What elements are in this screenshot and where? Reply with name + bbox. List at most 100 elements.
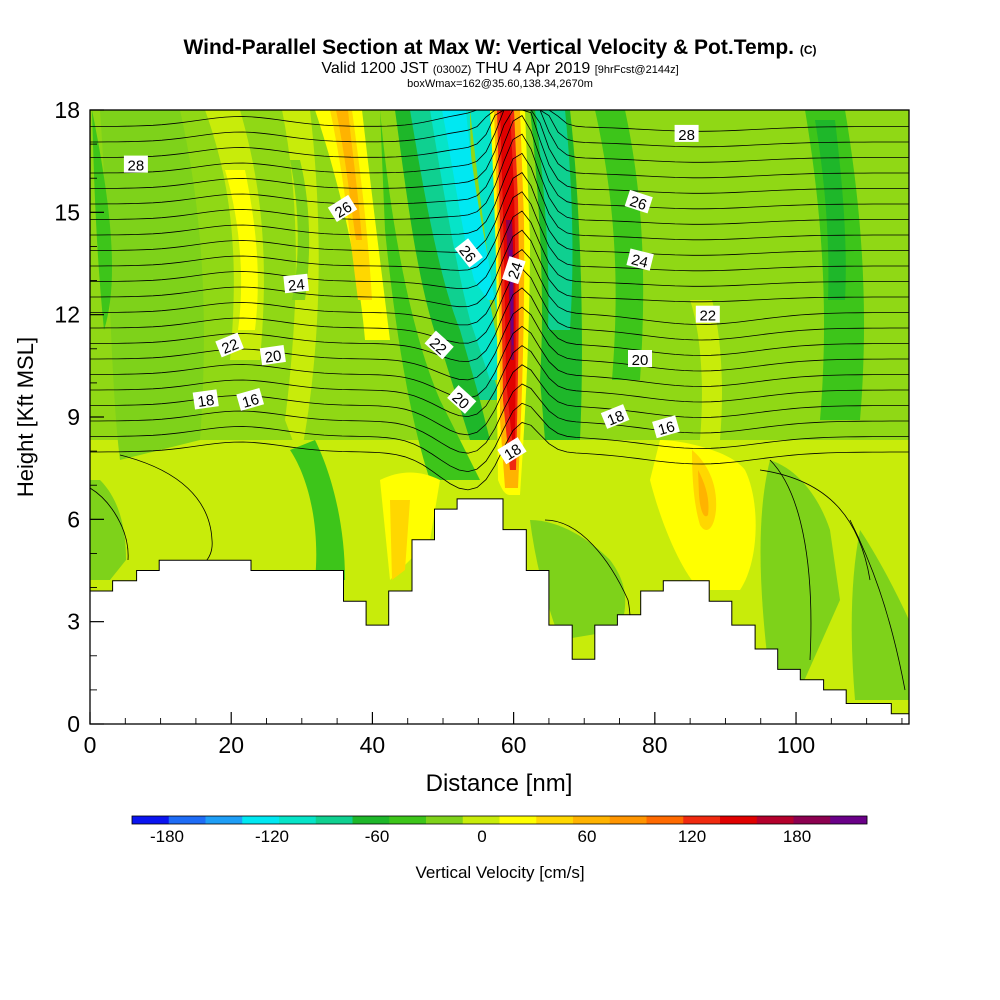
colorbar: [131, 815, 868, 825]
y-tick-label: 3: [67, 609, 80, 635]
svg-text:28: 28: [128, 158, 145, 175]
colorbar-swatch: [168, 816, 206, 824]
colorbar-swatch: [499, 816, 537, 824]
colorbar-swatch: [132, 816, 170, 824]
contour-label: 22: [695, 305, 720, 325]
contour-label: 24: [626, 248, 654, 272]
isentrope-line: [90, 133, 909, 225]
x-tick-label: 0: [84, 732, 97, 758]
colorbar-swatch: [573, 816, 611, 824]
contour-label: 26: [327, 194, 358, 223]
isentrope-line: [90, 248, 909, 326]
contour-labels: 28 28 26 26 26 24 24 24 22 22 22 20 20 20 18 18 18 16 16: [123, 124, 720, 465]
isentrope-line: [90, 110, 909, 163]
contour-label: 20: [447, 385, 477, 414]
x-axis-label: Distance [nm]: [426, 770, 573, 797]
svg-text:18: 18: [197, 392, 216, 411]
isentrope-lines: [90, 110, 909, 691]
axes: 0 20 40 60 80 100 0 3 6 9 12 15 18: [54, 97, 903, 758]
chart-subtitle: Valid 1200 JST (0300Z) THU 4 Apr 2019 [9…: [321, 60, 679, 77]
chart-title: Wind-Parallel Section at Max W: Vertical…: [183, 36, 817, 59]
colorbar-swatch: [536, 816, 574, 824]
contour-label: 24: [283, 273, 309, 295]
isentrope-line: [90, 402, 909, 473]
colorbar-swatch: [205, 816, 243, 824]
y-axis-label: Height [Kft MSL]: [13, 337, 38, 497]
y-tick-label: 0: [67, 711, 80, 737]
isentrope-line: [849, 519, 906, 691]
colorbar-frame: [131, 815, 868, 825]
isentrope-line: [90, 364, 909, 436]
svg-text:24: 24: [629, 251, 649, 272]
svg-text:18: 18: [605, 407, 627, 429]
y-tick-label: 18: [54, 97, 80, 123]
colorbar-swatch: [462, 816, 500, 824]
x-tick-label: 40: [360, 732, 386, 758]
x-tick-label: 20: [218, 732, 244, 758]
contour-label: 18: [497, 437, 527, 465]
contour-label: 22: [215, 332, 244, 358]
isentrope-line: [90, 325, 909, 399]
svg-text:16: 16: [656, 418, 677, 439]
svg-text:20: 20: [264, 348, 283, 367]
svg-text:24: 24: [505, 260, 526, 281]
svg-text:26: 26: [628, 193, 649, 214]
isentrope-line: [90, 345, 909, 418]
isentrope-line: [90, 210, 909, 290]
svg-text:24: 24: [287, 276, 305, 295]
colorbar-swatch: [830, 816, 868, 824]
isentrope-line: [90, 191, 909, 272]
colorbar-tick-label: 60: [577, 827, 597, 846]
colorbar-swatch: [352, 816, 390, 824]
colorbar-swatch: [756, 816, 794, 824]
isentrope-line: [90, 110, 909, 148]
colorbar-tick-label: 180: [782, 827, 812, 846]
svg-text:18: 18: [501, 441, 524, 464]
colorbar-swatch: [720, 816, 758, 824]
isentrope-line: [90, 287, 909, 363]
x-tick-label: 60: [501, 732, 527, 758]
contour-label: 24: [502, 256, 526, 285]
colorbar-title: Vertical Velocity [cm/s]: [415, 863, 585, 882]
isentrope-line: [90, 487, 129, 561]
isentrope-line: [90, 110, 909, 179]
isentrope-line: [90, 110, 909, 132]
contour-label: 28: [674, 124, 699, 144]
colorbar-swatch: [793, 816, 831, 824]
y-tick-label: 9: [67, 404, 80, 430]
contour-label: 22: [424, 330, 454, 360]
x-tick-label: 100: [777, 732, 815, 758]
isentrope-line: [90, 268, 909, 344]
terrain-mask: [89, 498, 910, 725]
svg-text:22: 22: [699, 308, 716, 325]
colorbar-tick-label: -120: [254, 827, 290, 846]
colorbar-tick-label: 120: [677, 827, 707, 846]
colorbar-tick-label: 0: [477, 827, 487, 846]
isentrope-line: [90, 172, 909, 256]
svg-text:28: 28: [678, 127, 695, 144]
contour-label: 20: [259, 345, 286, 367]
colorbar-swatch: [279, 816, 317, 824]
isentrope-line: [90, 115, 909, 210]
isentrope-line: [90, 110, 909, 194]
svg-text:16: 16: [240, 391, 261, 412]
contour-label: 26: [624, 189, 653, 214]
colorbar-tick-label: -180: [149, 827, 185, 846]
chart-subtitle-box: boxWmax=162@35.60,138.34,2670m: [407, 78, 593, 90]
colorbar-swatch: [609, 816, 647, 824]
colorbar-swatch: [315, 816, 353, 824]
svg-text:26: 26: [455, 242, 479, 266]
contour-label: 20: [628, 350, 652, 369]
colorbar-swatch: [389, 816, 427, 824]
svg-text:20: 20: [632, 352, 649, 369]
y-tick-label: 12: [54, 302, 80, 328]
y-tick-label: 6: [67, 506, 80, 532]
colorbar-swatch: [646, 816, 684, 824]
contour-label: 28: [123, 155, 148, 175]
isentrope-line: [90, 229, 909, 308]
isentrope-line: [90, 383, 909, 454]
y-tick-label: 15: [54, 199, 80, 225]
isentrope-line: [90, 422, 909, 491]
